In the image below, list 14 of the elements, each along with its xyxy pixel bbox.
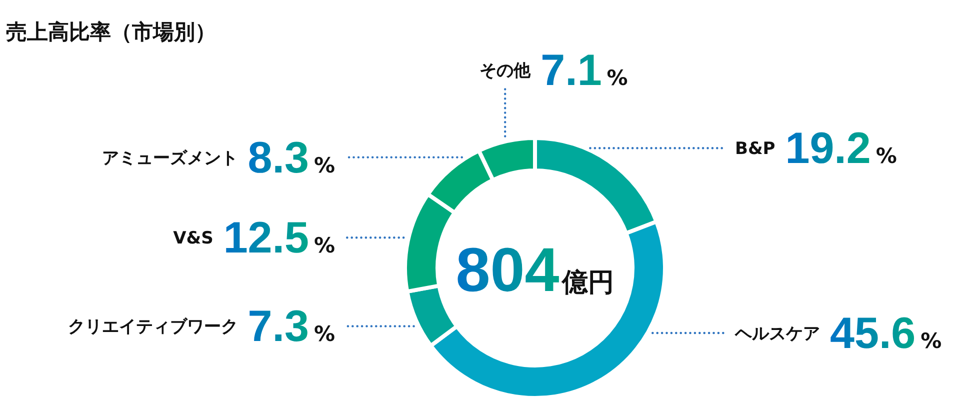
text: 804億円	[456, 236, 614, 305]
slice-label: クリエイティブワーク	[68, 317, 238, 338]
chart-title: 売上高比率（市場別）	[6, 20, 216, 44]
slice-label: V&S	[173, 228, 214, 249]
slice-label: アミューズメント	[102, 148, 238, 168]
slice-label: その他	[480, 61, 532, 81]
data-label: 19.2%	[785, 124, 897, 174]
data-label: 12.5%	[223, 214, 336, 263]
data-label: 7.1%	[540, 46, 628, 95]
slice-label: ヘルスケア	[734, 324, 820, 344]
data-label: 7.3%	[248, 302, 336, 352]
data-label: 45.6%	[830, 309, 942, 358]
slice-label: B&P	[735, 139, 776, 160]
data-label: 8.3%	[248, 133, 336, 182]
